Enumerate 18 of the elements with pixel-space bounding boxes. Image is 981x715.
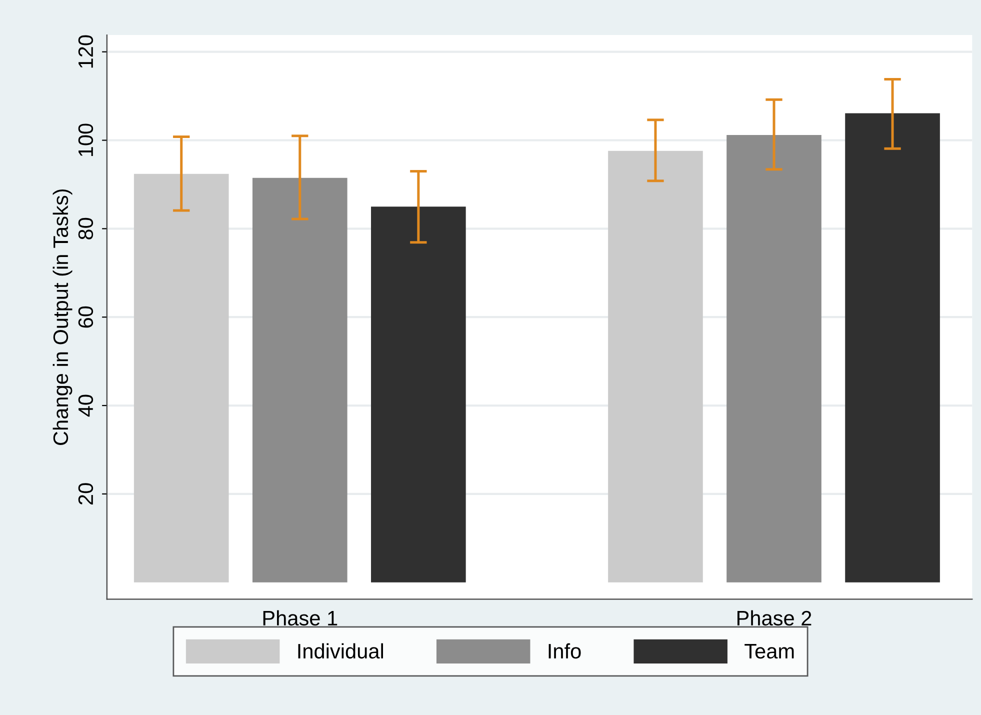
y-tick-label: 40 <box>78 394 94 417</box>
legend-label: Individual <box>298 643 383 659</box>
y-tick-label: 80 <box>78 218 94 240</box>
y-tick-label: 20 <box>78 483 94 504</box>
legend-label: Team <box>744 644 794 659</box>
bar <box>371 206 466 582</box>
legend-label: Info <box>548 643 581 659</box>
bar <box>845 113 940 582</box>
y-axis-title: Change in Output (in Tasks) <box>52 189 72 445</box>
bar <box>608 150 703 582</box>
bar <box>252 178 348 582</box>
bar <box>726 134 822 582</box>
y-tick-label: 100 <box>78 124 94 156</box>
y-tick-label: 60 <box>78 306 94 328</box>
y-tick-label: 120 <box>78 35 94 68</box>
bar <box>134 174 229 582</box>
x-tick-label: Phase 1 <box>263 610 338 626</box>
x-tick-label: Phase 2 <box>737 610 812 626</box>
